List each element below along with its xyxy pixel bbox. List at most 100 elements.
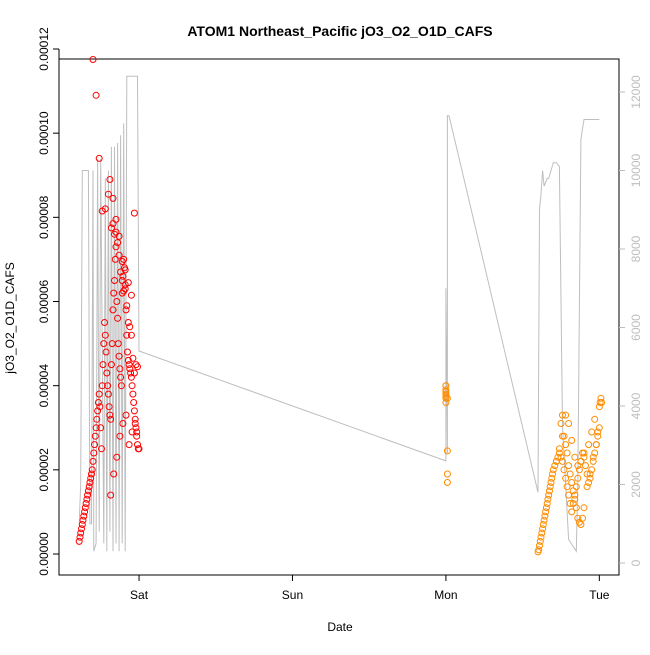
data-point (103, 369, 111, 377)
y-tick-label: 0.00012 (37, 27, 51, 71)
data-point (77, 529, 85, 537)
data-point (118, 277, 126, 284)
y2-tick-label: 4000 (629, 392, 643, 419)
data-point (589, 453, 597, 461)
series-layer (75, 56, 606, 556)
data-point (110, 289, 118, 297)
data-point (443, 479, 451, 486)
data-point (585, 441, 593, 449)
data-point (81, 508, 89, 516)
data-point (87, 474, 95, 482)
data-point (540, 516, 548, 524)
data-point (89, 457, 97, 465)
y2-tick-label: 0 (629, 559, 643, 566)
data-point (538, 529, 546, 537)
data-point (127, 331, 135, 339)
data-point (559, 432, 566, 440)
data-point (95, 390, 103, 398)
y-axis-left: 0.00000 0.00002 0.00004 0.00006 0.00008 0.000… (37, 27, 60, 576)
data-point (98, 207, 106, 215)
data-point (598, 399, 606, 406)
data-point (541, 512, 549, 520)
data-point (122, 306, 130, 314)
data-point (592, 441, 600, 449)
data-point (549, 470, 556, 478)
data-point (90, 449, 98, 457)
data-point (97, 424, 105, 432)
data-point (554, 453, 562, 461)
data-point (117, 382, 125, 390)
data-point (117, 373, 125, 381)
data-point (107, 491, 115, 499)
data-point (129, 354, 137, 362)
data-point (127, 291, 135, 299)
data-point (542, 508, 550, 516)
data-point (89, 56, 97, 63)
data-point (539, 525, 547, 533)
data-point (555, 445, 563, 453)
data-point (582, 462, 589, 470)
data-point (104, 190, 112, 198)
data-point (114, 340, 122, 348)
y2-tick-label: 2000 (629, 471, 643, 498)
data-point (94, 399, 102, 406)
data-point (128, 382, 136, 390)
data-point (574, 474, 582, 482)
data-point (133, 432, 141, 440)
x-axis: Sat Sun Mon Tue (130, 575, 610, 602)
data-point (124, 279, 132, 287)
data-point (111, 255, 119, 263)
data-point (562, 474, 570, 482)
data-point (536, 537, 544, 545)
data-point (96, 403, 104, 411)
data-point (536, 542, 543, 550)
data-point (88, 470, 95, 478)
data-point (134, 363, 141, 371)
data-point (574, 514, 582, 522)
data-point (551, 462, 559, 470)
data-point (126, 365, 134, 373)
data-point (135, 445, 143, 453)
y-axis-right: 0 2000 4000 6000 8000 10000 12000 (619, 75, 643, 566)
data-point (120, 255, 128, 263)
data-point (130, 369, 138, 377)
data-point (78, 521, 86, 528)
data-point (130, 399, 138, 406)
data-point (562, 441, 570, 449)
data-point (106, 176, 114, 183)
data-point (119, 420, 127, 427)
data-point (568, 436, 576, 444)
data-point (591, 449, 599, 457)
data-point (107, 415, 115, 423)
data-point (113, 298, 121, 305)
data-point (125, 441, 133, 449)
data-point (442, 390, 450, 398)
data-point (75, 537, 83, 545)
data-point (101, 319, 108, 326)
data-point (563, 449, 571, 457)
data-point (130, 407, 138, 415)
data-point (442, 386, 450, 394)
data-point (85, 483, 93, 491)
data-point (547, 479, 555, 486)
data-point (80, 512, 88, 520)
data-point (537, 533, 545, 541)
y2-tick-label: 10000 (629, 153, 643, 187)
data-point (111, 277, 118, 284)
data-point (583, 483, 591, 491)
data-point (125, 361, 133, 369)
data-point (575, 466, 583, 474)
data-point (98, 445, 105, 453)
data-point (98, 382, 106, 390)
data-point (92, 91, 100, 99)
data-point (124, 319, 132, 326)
y-tick-label: 0.00006 (37, 279, 51, 323)
data-point (120, 287, 128, 295)
data-point (586, 474, 594, 482)
data-point (555, 449, 563, 457)
data-point (82, 500, 90, 507)
data-point (115, 232, 123, 240)
data-point (569, 487, 577, 495)
data-point (594, 432, 602, 440)
